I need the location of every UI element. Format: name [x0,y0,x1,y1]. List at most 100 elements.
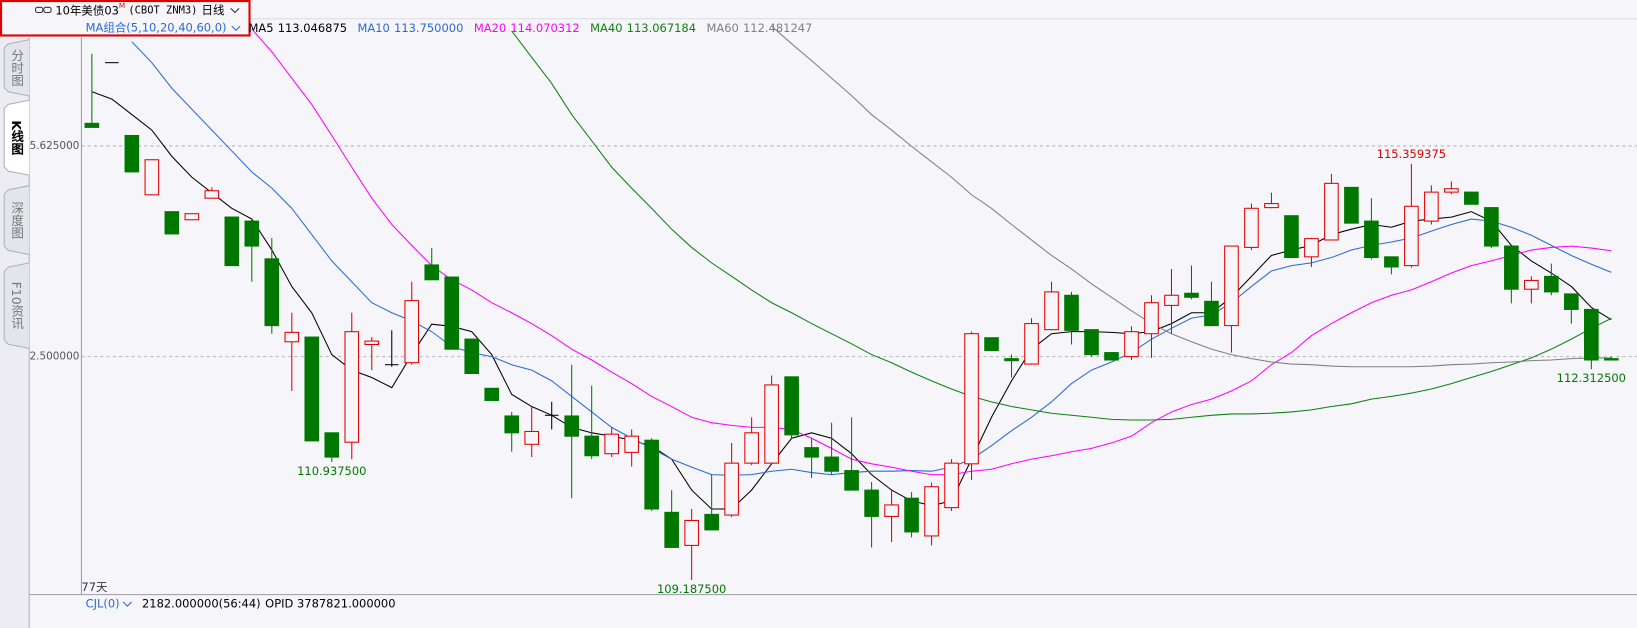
candle-body [204,190,220,199]
legend-item: MA5 113.046875 [248,21,347,35]
candle-body [1024,323,1039,365]
candle-body [1384,256,1399,268]
tab-label[interactable]: F10资讯 [9,282,24,332]
legend-value: 112.481247 [743,21,812,35]
candle-body [744,432,759,464]
price-annotation: 109.187500 [657,582,726,596]
candle-body [184,213,200,221]
candle-body [884,504,899,517]
candle-body [1564,293,1579,310]
candle-body [1064,294,1079,331]
symbol-box [0,0,251,37]
tab-label[interactable]: 分时图 [9,49,24,87]
candle-body [644,439,659,510]
candle-body [1424,191,1439,222]
legend-item: MA60 112.481247 [706,21,812,35]
candle-body [84,122,100,128]
candle-body [724,462,739,516]
candle-body [144,159,160,196]
candle-body [404,300,420,364]
candle-body [424,264,440,281]
tab[interactable] [3,39,30,97]
candle-body [764,384,779,464]
legend-value: 113.750000 [394,21,463,35]
candle-body [1484,207,1499,247]
legend-name: MA5 [248,21,273,35]
candle-body [524,430,540,445]
candle-body [1464,191,1479,205]
candle-body [1344,186,1359,224]
candle-body [1184,292,1199,298]
ma-line [511,30,1612,421]
candle-body [784,376,799,436]
dropdown-icon[interactable] [122,601,132,607]
tab-label[interactable]: 深度图 [9,201,24,239]
candle-body [1324,182,1339,241]
candle-body [1284,215,1299,259]
candle-body [984,337,999,352]
candle-body [1104,352,1119,361]
candle-body [504,415,520,434]
legend: MA5 113.046875 MA10 113.750000 MA20 114.07031… [248,21,812,35]
tab[interactable] [3,185,30,256]
candle-body [364,340,380,346]
period-count: 77天 [81,580,108,594]
candle-body [1224,245,1239,327]
candle-body [1164,294,1179,306]
candle-body [344,331,360,443]
dropdown-icon[interactable] [230,7,240,14]
candle-body [1124,331,1139,358]
tab[interactable] [3,262,30,349]
y-tick-label: 115.625000 [16,140,79,152]
candle-body [1304,238,1319,258]
candle-body [1084,329,1099,356]
price-annotation: 110.937500 [297,464,366,478]
candle-body [444,276,460,350]
candle-body [1264,203,1279,209]
candle-body [944,462,959,509]
ma-group-select[interactable]: MA组合(5,10,20,40,60,0) [86,21,227,35]
candle-body [964,333,979,465]
legend-value: 113.067184 [627,21,696,35]
candle-body [464,338,480,374]
candle-body [1204,300,1219,327]
candle-body [264,258,280,327]
candle-body [924,486,939,537]
candle-body [124,134,140,173]
link-icon[interactable] [34,6,52,14]
candle-body [304,336,320,442]
candle-body [1604,358,1619,361]
candle-body [164,211,180,235]
candle-body [844,470,859,491]
candle-body [1144,302,1159,335]
legend-value: 113.046875 [278,21,347,35]
candle-body [1364,220,1379,259]
legend-item: MA20 114.070312 [474,21,580,35]
candle-body [1584,308,1599,361]
legend-name: MA10 [358,21,390,35]
legend-item: MA40 113.067184 [590,21,696,35]
candle-body [664,511,679,548]
dropdown-icon[interactable] [231,25,241,31]
candle-body [864,489,879,517]
legend-name: MA40 [590,21,622,35]
ma-line [771,25,1612,368]
candle-body [624,435,639,453]
candle-body [704,513,719,531]
candle-body [324,432,340,458]
candle-body [804,447,819,458]
candle-body [1044,291,1059,331]
y-tick-label: 112.500000 [16,351,79,363]
period-select[interactable]: 日线 [201,3,224,17]
candle-body [284,331,300,343]
tab-label[interactable]: K线图 [9,120,24,156]
candle-body [904,497,919,533]
indicator-select[interactable]: CJL(0) [86,597,120,611]
symbol-name: 10年美债03 [55,3,119,17]
candle-body [484,387,500,401]
indicator-value: 2182.000000(56:44) [142,597,261,611]
tab-active[interactable] [3,99,30,176]
candle-body [684,519,699,546]
